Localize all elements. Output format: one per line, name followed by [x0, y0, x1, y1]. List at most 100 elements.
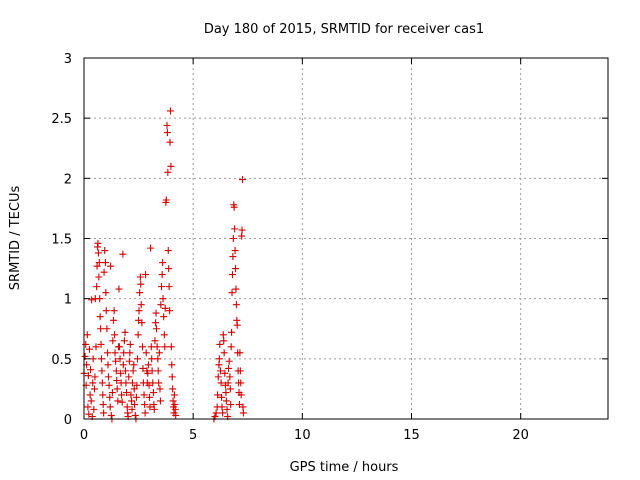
- data-point: [215, 361, 223, 369]
- data-point: [82, 340, 90, 348]
- x-tick-label: 15: [403, 428, 420, 443]
- data-point: [99, 391, 107, 399]
- data-point: [118, 391, 126, 399]
- data-point: [83, 331, 91, 339]
- data-point: [166, 107, 174, 115]
- data-point: [227, 401, 235, 409]
- data-point: [154, 355, 162, 363]
- data-point: [226, 385, 234, 393]
- data-point: [131, 401, 139, 409]
- data-point: [131, 411, 139, 419]
- data-point: [130, 361, 138, 369]
- data-point: [158, 283, 166, 291]
- data-point: [97, 355, 105, 363]
- data-point: [97, 325, 105, 333]
- data-point: [236, 367, 244, 375]
- data-point: [164, 168, 172, 176]
- data-point: [164, 247, 172, 255]
- data-point: [163, 129, 171, 137]
- data-point: [161, 343, 169, 351]
- data-point: [107, 262, 115, 270]
- data-point: [98, 367, 106, 375]
- data-point: [239, 409, 247, 417]
- data-point: [171, 405, 179, 413]
- data-point: [104, 349, 112, 357]
- data-point: [120, 349, 128, 357]
- data-point: [172, 411, 180, 419]
- data-point: [155, 349, 163, 357]
- data-point: [237, 391, 245, 399]
- data-point: [112, 357, 120, 365]
- data-point: [115, 285, 123, 293]
- data-point: [167, 343, 175, 351]
- data-point: [229, 253, 237, 261]
- y-tick-label: 0: [64, 413, 72, 428]
- data-point: [84, 403, 92, 411]
- data-point: [228, 289, 236, 297]
- y-tick-label: 2: [64, 172, 72, 187]
- data-point: [141, 401, 149, 409]
- data-point: [224, 379, 232, 387]
- data-points: [80, 107, 247, 423]
- data-point: [96, 295, 104, 303]
- data-point: [221, 369, 229, 377]
- data-point: [92, 343, 100, 351]
- data-point: [239, 176, 247, 184]
- data-point: [166, 138, 174, 146]
- data-point: [127, 391, 135, 399]
- data-point: [231, 225, 239, 233]
- data-point: [158, 271, 166, 279]
- data-point: [95, 273, 103, 281]
- data-point: [222, 389, 230, 397]
- data-point: [87, 397, 95, 405]
- data-point: [152, 325, 160, 333]
- y-tick-label: 1: [64, 293, 72, 308]
- data-point: [232, 301, 240, 309]
- data-point: [218, 403, 226, 411]
- data-point: [238, 232, 246, 240]
- data-point: [140, 391, 148, 399]
- y-tick-label: 3: [64, 52, 72, 67]
- data-point: [98, 379, 106, 387]
- data-point: [147, 244, 155, 252]
- data-point: [115, 343, 123, 351]
- data-point: [136, 289, 144, 297]
- data-point: [146, 403, 154, 411]
- data-point: [113, 376, 121, 384]
- data-point: [219, 409, 227, 417]
- x-tick-label: 5: [189, 428, 197, 443]
- data-point: [128, 405, 136, 413]
- data-point: [111, 331, 119, 339]
- data-point: [144, 361, 152, 369]
- data-point: [105, 381, 113, 389]
- data-point: [148, 355, 156, 363]
- data-point: [125, 373, 133, 381]
- data-point: [104, 373, 112, 381]
- data-point: [216, 367, 224, 375]
- data-point: [142, 349, 150, 357]
- data-point: [89, 379, 97, 387]
- data-point: [142, 271, 150, 279]
- data-point: [222, 397, 230, 405]
- x-axis-ticks: 0 5 10 15 20: [80, 58, 529, 443]
- data-point: [118, 398, 126, 406]
- data-point: [153, 343, 161, 351]
- data-point: [220, 337, 228, 345]
- data-point: [133, 355, 141, 363]
- data-point: [91, 373, 99, 381]
- data-point: [102, 289, 110, 297]
- y-axis-ticks: 0 0.5 1 1.5 2 2.5 3: [51, 52, 608, 428]
- data-point: [125, 357, 133, 365]
- data-point: [109, 337, 117, 345]
- data-point: [237, 379, 245, 387]
- data-point: [149, 379, 157, 387]
- data-point: [236, 349, 244, 357]
- data-point: [128, 397, 136, 405]
- data-point: [239, 403, 247, 411]
- data-point: [120, 337, 128, 345]
- data-point: [100, 409, 108, 417]
- data-point: [137, 301, 145, 309]
- y-axis-label: SRMTID / TECUs: [8, 186, 23, 291]
- data-point: [212, 409, 220, 417]
